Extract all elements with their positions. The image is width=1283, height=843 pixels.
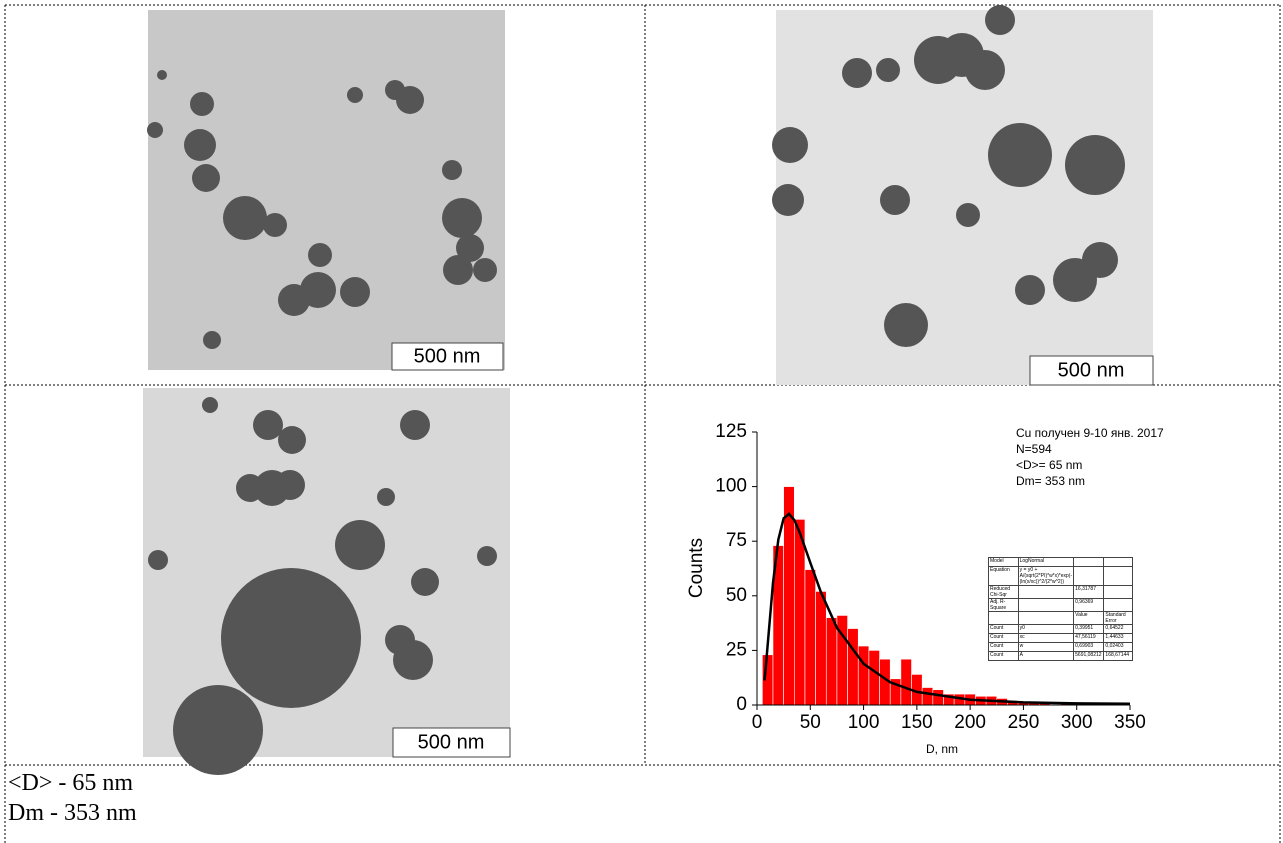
fit-cell: Reduced Chi-Sqr: [988, 585, 1019, 599]
annotation: Cu получен 9-10 янв. 2017: [1016, 426, 1164, 440]
fit-row: Equation y = y0 + A/(sqrt(2*PI)*w*x)*exp(…: [988, 566, 1133, 586]
bar: [868, 650, 880, 706]
bar: [815, 591, 827, 706]
fit-row: Count w 0,69903 0,02403: [988, 642, 1133, 652]
fit-cell: Count: [988, 624, 1019, 634]
bar: [804, 569, 816, 706]
x-tick-label: 50: [800, 712, 821, 733]
fit-cell: [1017, 598, 1075, 612]
x-tick-label: 200: [954, 712, 986, 733]
bar: [847, 628, 859, 706]
x-tick-label: 300: [1061, 712, 1093, 733]
y-axis-label: Counts: [686, 538, 707, 598]
fit-cell: [1073, 566, 1105, 586]
annotation: <D>= 65 nm: [1016, 458, 1082, 472]
fit-cell: Value: [1073, 611, 1105, 625]
fit-cell: [988, 611, 1019, 625]
fit-cell: 16,31787: [1073, 585, 1105, 599]
y-tick-label: 125: [715, 421, 747, 442]
fit-row: Count y0 0,39951 0,64522: [988, 624, 1133, 634]
scale-label: 500 nm: [418, 731, 485, 753]
fit-cell: [1073, 557, 1105, 567]
fit-cell: y0: [1017, 624, 1075, 634]
fit-cell: [1103, 566, 1133, 586]
fit-row: Value Standard Error: [988, 611, 1133, 625]
summary-line: Dm - 353 nm: [8, 800, 137, 826]
annotation: Dm= 353 nm: [1016, 474, 1085, 488]
fit-cell: [1017, 585, 1075, 599]
fit-cell: 1,44633: [1103, 633, 1133, 643]
fit-cell: Equation: [988, 566, 1019, 586]
fit-cell: Adj. R-Square: [988, 598, 1019, 612]
summary-line: <D> - 65 nm: [8, 770, 134, 796]
bar: [857, 645, 870, 706]
fit-cell: xc: [1017, 633, 1075, 643]
y-tick-label: 100: [715, 476, 747, 497]
scale-label: 500 nm: [414, 345, 481, 367]
bar: [825, 617, 838, 706]
annotation: N=594: [1016, 442, 1052, 456]
fit-cell: 0,96369: [1073, 598, 1105, 612]
x-tick-label: 250: [1008, 712, 1040, 733]
y-tick-label: 75: [726, 530, 747, 551]
scale-bars: [391, 342, 1154, 758]
scale-label: 500 nm: [1058, 359, 1125, 381]
x-tick-label: 0: [752, 712, 763, 733]
fit-cell: 0,02403: [1103, 642, 1133, 652]
fit-cell: y = y0 + A/(sqrt(2*PI)*w*x)*exp(-(ln(x/x…: [1017, 566, 1075, 586]
fit-cell: 47,56119: [1073, 633, 1105, 643]
fit-cell: 168,67144: [1103, 651, 1133, 661]
micrograph-3: [143, 388, 510, 775]
fit-cell: 5691,08212: [1073, 651, 1105, 661]
micrograph-2: [772, 5, 1153, 385]
fit-cell: w: [1017, 642, 1075, 652]
fit-table: Model LogNormal Equation y = y0 + A/(sqrt(2…: [988, 557, 1133, 661]
fit-cell: 0,64522: [1103, 624, 1133, 634]
fit-cell: [1103, 557, 1133, 567]
x-axis-label: D, nm: [926, 742, 958, 756]
fit-cell: A: [1017, 651, 1075, 661]
fit-cell: 0,39951: [1073, 624, 1105, 634]
fit-cell: Model: [988, 557, 1019, 567]
fit-cell: Standard Error: [1103, 611, 1133, 625]
fit-cell: 0,69903: [1073, 642, 1105, 652]
fit-cell: Count: [988, 651, 1019, 661]
fit-cell: Count: [988, 642, 1019, 652]
fit-row: Adj. R-Square 0,96369: [988, 598, 1133, 612]
fit-cell: [1017, 611, 1075, 625]
x-tick-label: 150: [901, 712, 933, 733]
y-tick-label: 25: [726, 639, 747, 660]
fit-cell: [1103, 598, 1133, 612]
fit-curve: [763, 512, 1131, 706]
fit-cell: [1103, 585, 1133, 599]
y-tick-label: 50: [726, 585, 747, 606]
fit-cell: Count: [988, 633, 1019, 643]
bar: [793, 519, 806, 706]
bar: [921, 687, 934, 706]
bar: [932, 689, 944, 706]
fit-row: Count A 5691,08212 168,67144: [988, 651, 1133, 661]
micrograph-1: [147, 10, 505, 370]
fit-cell: LogNormal: [1017, 557, 1075, 567]
fit-row: Model LogNormal: [988, 557, 1133, 567]
bar: [900, 658, 912, 706]
x-tick-label: 100: [848, 712, 880, 733]
y-tick-label: 0: [736, 694, 747, 715]
x-tick-label: 350: [1114, 712, 1146, 733]
fit-row: Reduced Chi-Sqr 16,31787: [988, 585, 1133, 599]
fit-row: Count xc 47,56119 1,44633: [988, 633, 1133, 643]
